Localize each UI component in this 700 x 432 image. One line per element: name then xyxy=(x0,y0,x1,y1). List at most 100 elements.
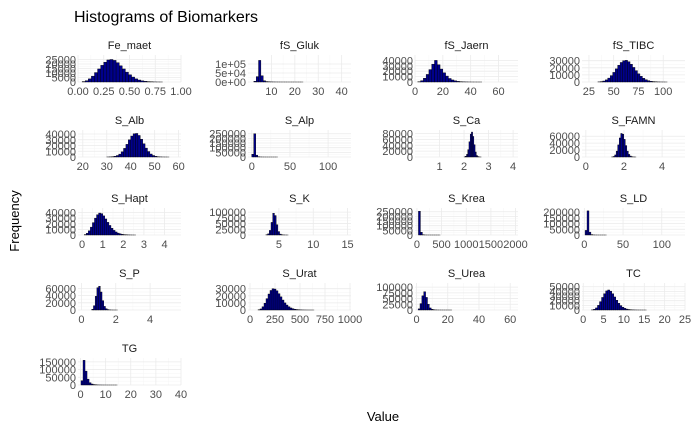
histogram-bar xyxy=(615,300,619,311)
histogram-bar xyxy=(106,222,110,236)
y-tick-label: 0 xyxy=(407,77,413,89)
histogram-bar xyxy=(120,151,124,158)
panel-strip-label: S_Hapt xyxy=(111,193,148,205)
histogram-bar xyxy=(584,230,588,236)
histogram-bar xyxy=(448,78,452,83)
y-tick-label: 30000 xyxy=(215,284,246,296)
histogram-bar xyxy=(85,80,89,83)
histogram-bar xyxy=(116,155,119,158)
histogram-bar xyxy=(429,307,432,311)
x-tick-label: 30 xyxy=(101,161,113,173)
histogram-bar xyxy=(154,156,158,158)
y-tick-label: 20000 xyxy=(549,296,580,308)
panel-strip-label: S_Alp xyxy=(285,115,314,127)
y-tick-label: 40000 xyxy=(382,55,413,67)
x-tick-label: 0 xyxy=(79,239,85,251)
histogram-bar xyxy=(423,78,427,83)
histogram-bar xyxy=(420,232,423,236)
histogram-bar xyxy=(260,75,264,83)
x-tick-label: 60 xyxy=(504,314,516,326)
histogram-bar xyxy=(98,286,101,311)
y-tick-label: 200000 xyxy=(543,207,580,219)
histogram-bar xyxy=(273,288,277,311)
x-tick-label: 25 xyxy=(583,86,595,98)
histogram-bar xyxy=(263,303,267,311)
histogram-bar xyxy=(261,306,265,311)
histogram-bar xyxy=(86,233,89,236)
y-tick-label: 25000 xyxy=(215,224,246,236)
histogram-bar xyxy=(251,154,254,158)
x-tick-label: 40 xyxy=(465,86,477,98)
histogram-bar xyxy=(97,68,101,83)
histogram-bar xyxy=(586,210,590,236)
histogram-bar xyxy=(274,215,277,236)
x-tick-label: 0 xyxy=(412,86,418,98)
histogram-bar xyxy=(105,308,108,311)
x-tick-label: 2 xyxy=(120,239,126,251)
panel-strip-label: fS_Gluk xyxy=(280,40,320,52)
panel-strip-label: S_Krea xyxy=(448,193,486,205)
y-tick-label: 20000 xyxy=(549,145,580,157)
x-tick-label: 30 xyxy=(150,389,162,401)
y-tick-label: 150000 xyxy=(209,138,246,150)
x-tick-label: 2 xyxy=(461,161,467,173)
histogram-bar xyxy=(137,79,142,83)
x-tick-label: 15 xyxy=(341,239,353,251)
histogram-bar xyxy=(270,222,273,236)
x-tick-label: 75 xyxy=(632,86,644,98)
histogram-bar xyxy=(629,155,632,158)
y-tick-label: 5000 xyxy=(52,73,76,85)
panel-strip-label: S_Urea xyxy=(448,268,486,280)
histogram-bar xyxy=(100,291,103,311)
y-tick-label: 20000 xyxy=(382,146,413,158)
histogram-bar xyxy=(101,300,104,311)
histogram-bar xyxy=(642,78,646,83)
histogram-bar xyxy=(637,73,641,83)
y-tick-label: 20000 xyxy=(45,59,76,71)
x-tick-label: 60 xyxy=(492,86,504,98)
histogram-bar xyxy=(287,306,291,311)
histogram-bar xyxy=(277,231,280,236)
x-tick-label: 10 xyxy=(307,239,319,251)
histogram-bar xyxy=(140,80,145,83)
histogram-bar xyxy=(431,63,435,83)
histogram-bar xyxy=(130,135,134,158)
histogram-bar xyxy=(269,290,273,311)
x-tick-label: 40 xyxy=(473,314,485,326)
histogram-bar xyxy=(118,153,122,158)
histogram-bar xyxy=(131,76,135,83)
y-tick-label: 0 xyxy=(407,230,413,242)
x-tick-label: 40 xyxy=(336,86,348,98)
y-tick-label: 0 xyxy=(574,230,580,242)
histogram-bar xyxy=(418,211,421,236)
histogram-bar xyxy=(293,309,297,311)
histogram-bar xyxy=(152,155,155,158)
histogram-bar xyxy=(112,230,116,236)
x-tick-label: 50 xyxy=(608,86,620,98)
histogram-bar xyxy=(114,231,118,236)
histogram-bar xyxy=(109,59,114,83)
x-tick-label: 40 xyxy=(125,161,137,173)
y-tick-label: 30000 xyxy=(45,213,76,225)
histogram-bar xyxy=(271,288,275,311)
histogram-bar xyxy=(277,293,281,311)
histogram-bar xyxy=(94,296,98,311)
panel-strip-label: S_Ca xyxy=(453,115,481,127)
histogram-bar xyxy=(632,67,636,83)
x-tick-label: 4 xyxy=(510,161,516,173)
histogram-bar xyxy=(112,60,117,83)
x-tick-label: 0 xyxy=(414,239,420,251)
histogram-bar xyxy=(611,293,614,311)
x-tick-label: 0 xyxy=(581,239,587,251)
histogram-bar xyxy=(118,65,123,83)
x-tick-label: 10 xyxy=(100,389,112,401)
x-tick-label: 500 xyxy=(432,239,450,251)
y-tick-label: 150000 xyxy=(39,357,76,369)
x-tick-label: 20 xyxy=(442,314,454,326)
histogram-bar xyxy=(86,378,90,386)
histogram-bar xyxy=(267,233,270,236)
